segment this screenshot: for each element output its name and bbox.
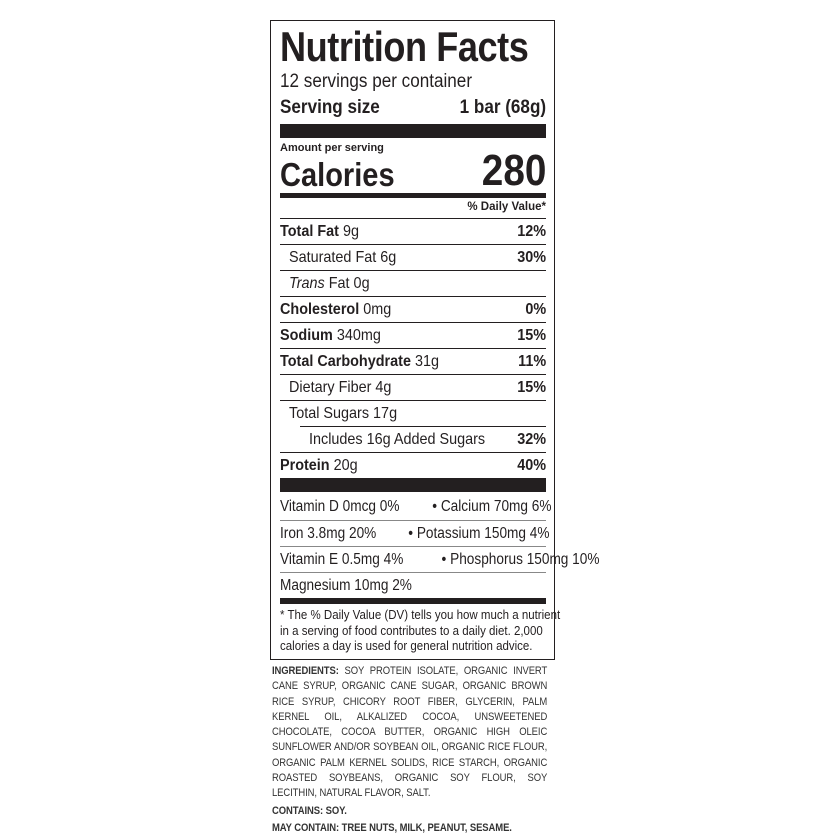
allergen-may-contain: MAY CONTAIN: TREE NUTS, MILK, PEANUT, SE… [272,821,512,834]
allergen-contains: CONTAINS: SOY. [272,804,347,817]
daily-value-header: % Daily Value* [467,201,546,213]
ingredients-block: INGREDIENTS: SOY PROTEIN ISOLATE, ORGANI… [272,664,547,836]
nutrient-row: Total Sugars 17g [280,400,546,427]
nutrient-row: Saturated Fat 6g 30% [280,244,546,271]
label-title: Nutrition Facts [280,23,529,70]
vitamin-row: Magnesium 10mg 2% [280,572,546,599]
nutrient-row: Total Fat 9g 12% [280,218,546,245]
nutrient-row: Protein 20g 40% [280,452,546,479]
nutrient-row: Cholesterol 0mg 0% [280,296,546,323]
serving-size-label: Serving size [280,97,380,118]
ingredients-text: SOY PROTEIN ISOLATE, ORGANIC INVERT CANE… [272,665,548,800]
medium-divider [280,598,546,604]
ingredients-label: INGREDIENTS: [272,665,339,677]
calories-row: Calories 280 [280,148,546,194]
calories-value: 280 [481,146,546,195]
thick-divider [280,478,546,492]
vitamin-row: Vitamin D 0mcg 0% • Calcium 70mg 6% [280,498,552,515]
nutrient-row: Includes 16g Added Sugars 32% [300,426,546,453]
nutrient-row: Dietary Fiber 4g 15% [280,374,546,401]
thick-divider [280,124,546,138]
medium-divider [280,193,546,198]
vitamin-row: Iron 3.8mg 20% • Potassium 150mg 4% [280,520,550,547]
nutrient-row: Sodium 340mg 15% [280,322,546,349]
amount-per-serving: Amount per serving [280,142,384,154]
vitamin-row: Vitamin E 0.5mg 4% • Phosphorus 150mg 10% [280,546,600,573]
nutrition-facts-label: Nutrition Facts 12 servings per containe… [270,20,600,660]
nutrient-row: Trans Fat 0g [280,270,546,297]
serving-size: Serving size 1 bar (68g) [280,96,546,120]
calories-label: Calories [280,156,395,193]
serving-size-value: 1 bar (68g) [459,97,546,118]
nutrient-row: Total Carbohydrate 31g 11% [280,348,546,375]
servings-per-container: 12 servings per container [280,71,473,92]
daily-value-footnote: * The % Daily Value (DV) tells you how m… [280,608,561,653]
